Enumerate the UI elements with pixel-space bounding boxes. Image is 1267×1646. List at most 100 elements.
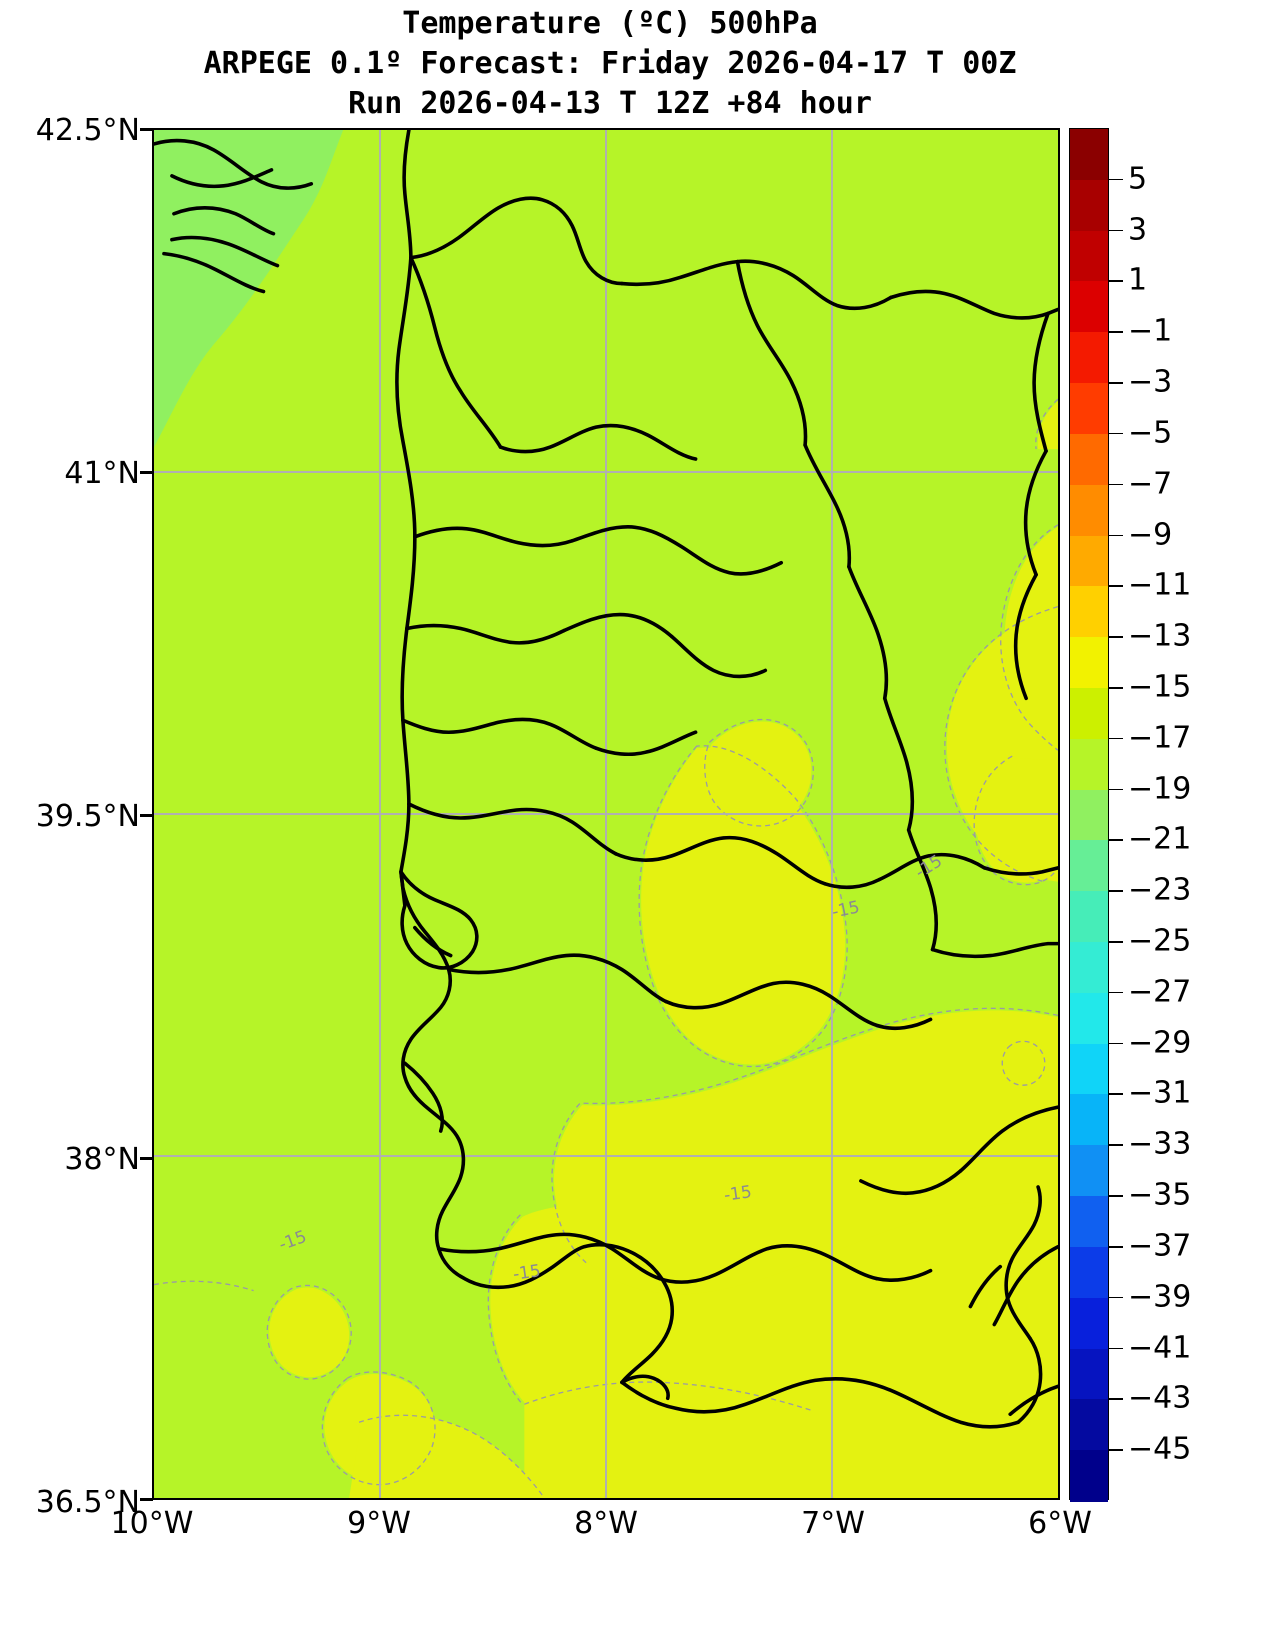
colorbar-segment	[1070, 1094, 1108, 1146]
colorbar-segment	[1070, 535, 1108, 587]
colorbar-segment	[1070, 230, 1108, 283]
contour-label: -15	[511, 1261, 543, 1285]
colorbar-tick-mark	[1109, 1245, 1123, 1248]
colorbar-segment	[1070, 433, 1108, 486]
map-plot-area	[152, 128, 1060, 1500]
page-title: Temperature (ºC) 500hPa	[402, 6, 818, 41]
chart-subtitle-run: Run 2026-04-13 T 12Z +84 hour	[348, 86, 872, 121]
colorbar-tick-mark	[1109, 788, 1123, 791]
colorbar-tick-label: −31	[1128, 1075, 1192, 1111]
colorbar-tick-mark	[1109, 1144, 1123, 1146]
colorbar-segment	[1070, 687, 1108, 740]
colorbar-segment	[1070, 1246, 1108, 1299]
colorbar-segment	[1070, 179, 1108, 232]
colorbar-tick-label: −5	[1128, 415, 1173, 451]
colorbar-segment	[1070, 586, 1108, 638]
ytick-mark-42-5N	[140, 128, 153, 131]
ytick-mark-41N	[140, 471, 153, 474]
colorbar-segment	[1070, 484, 1108, 537]
colorbar-tick-label: −17	[1128, 720, 1192, 756]
colorbar-tick-label: −41	[1128, 1330, 1192, 1366]
colorbar-tick-label: −21	[1128, 821, 1192, 857]
colorbar-tick-mark	[1109, 534, 1123, 537]
colorbar-tick-mark	[1109, 280, 1123, 283]
xtick-label-8W: 8°W	[574, 1506, 638, 1541]
ytick-label-41N: 41°N	[64, 456, 140, 491]
colorbar-tick-label: 5	[1128, 161, 1148, 197]
colorbar-tick-label: −27	[1128, 974, 1192, 1010]
colorbar-tick-label: −35	[1128, 1177, 1192, 1213]
colorbar-segment	[1070, 281, 1108, 333]
colorbar-tick-label: −9	[1128, 517, 1173, 553]
ytick-mark-39-5N	[140, 814, 153, 817]
colorbar-tick-label: −3	[1128, 364, 1173, 400]
colorbar-tick-label: −33	[1128, 1126, 1192, 1162]
colorbar-tick-mark	[1109, 483, 1123, 486]
colorbar-tick-mark	[1109, 686, 1123, 689]
colorbar-tick-label: 3	[1128, 212, 1148, 248]
fill-band-minus13	[269, 401, 1058, 1498]
colorbar-tick-mark	[1109, 1093, 1123, 1096]
colorbar-tick-label: −13	[1128, 618, 1192, 654]
ytick-mark-38N	[140, 1157, 153, 1160]
ytick-mark-36-5N	[140, 1498, 153, 1501]
colorbar-tick-label: −39	[1128, 1279, 1192, 1315]
colorbar-segment	[1070, 891, 1108, 943]
colorbar-segment	[1070, 1450, 1108, 1502]
colorbar-tick-mark	[1109, 585, 1123, 587]
colorbar-segment	[1070, 1043, 1108, 1096]
chart-subtitle-forecast: ARPEGE 0.1º Forecast: Friday 2026-04-17 …	[203, 46, 1017, 81]
colorbar-tick-label: −29	[1128, 1025, 1192, 1061]
colorbar-tick-mark	[1109, 636, 1123, 638]
ytick-label-42-5N: 42.5°N	[35, 113, 140, 148]
colorbar-tick-label: −25	[1128, 923, 1192, 959]
colorbar[interactable]	[1069, 128, 1109, 1502]
colorbar-segment	[1070, 789, 1108, 841]
map-gridlines	[154, 130, 1058, 1498]
temperature-map	[154, 130, 1058, 1498]
colorbar-tick-label: −19	[1128, 771, 1192, 807]
colorbar-tick-label: −37	[1128, 1228, 1192, 1264]
colorbar-segment	[1070, 1399, 1108, 1451]
colorbar-tick-mark	[1109, 1398, 1123, 1400]
colorbar-tick-label: −1	[1128, 313, 1173, 349]
colorbar-tick-mark	[1109, 1449, 1123, 1451]
xtick-label-6W: 6°W	[1028, 1506, 1092, 1541]
colorbar-tick-label: −7	[1128, 466, 1173, 502]
colorbar-segment	[1070, 992, 1108, 1045]
xtick-label-7W: 7°W	[801, 1506, 865, 1541]
colorbar-tick-label: −11	[1128, 567, 1192, 603]
colorbar-segment	[1070, 738, 1108, 791]
colorbar-segment	[1070, 332, 1108, 384]
colorbar-segment	[1070, 1348, 1108, 1400]
colorbar-tick-mark	[1109, 178, 1123, 181]
colorbar-tick-mark	[1109, 1347, 1123, 1350]
xtick-label-9W: 9°W	[347, 1506, 411, 1541]
colorbar-segment	[1070, 383, 1108, 435]
colorbar-segment	[1070, 129, 1108, 181]
colorbar-tick-label: −23	[1128, 872, 1192, 908]
colorbar-tick-mark	[1109, 1042, 1123, 1045]
colorbar-tick-label: −45	[1128, 1431, 1192, 1467]
colorbar-segment	[1070, 840, 1108, 892]
colorbar-tick-mark	[1109, 331, 1123, 333]
colorbar-tick-label: −15	[1128, 669, 1192, 705]
xtick-label-10W: 10°W	[110, 1506, 194, 1541]
colorbar-tick-mark	[1109, 991, 1123, 994]
colorbar-tick-mark	[1109, 890, 1123, 892]
colorbar-tick-mark	[1109, 839, 1123, 841]
colorbar-tick-mark	[1109, 382, 1123, 384]
colorbar-segment	[1070, 1196, 1108, 1248]
colorbar-segment	[1070, 1145, 1108, 1197]
colorbar-segment	[1070, 942, 1108, 994]
colorbar-segment	[1070, 637, 1108, 689]
contour-label: -15	[722, 1182, 754, 1206]
colorbar-tick-mark	[1109, 1296, 1123, 1299]
colorbar-tick-label: −43	[1128, 1380, 1192, 1416]
colorbar-segment	[1070, 1297, 1108, 1350]
ytick-label-39-5N: 39.5°N	[35, 799, 140, 834]
colorbar-tick-mark	[1109, 1195, 1123, 1197]
colorbar-tick-mark	[1109, 229, 1123, 232]
ytick-label-36-5N: 36.5°N	[35, 1485, 140, 1520]
colorbar-tick-mark	[1109, 737, 1123, 740]
